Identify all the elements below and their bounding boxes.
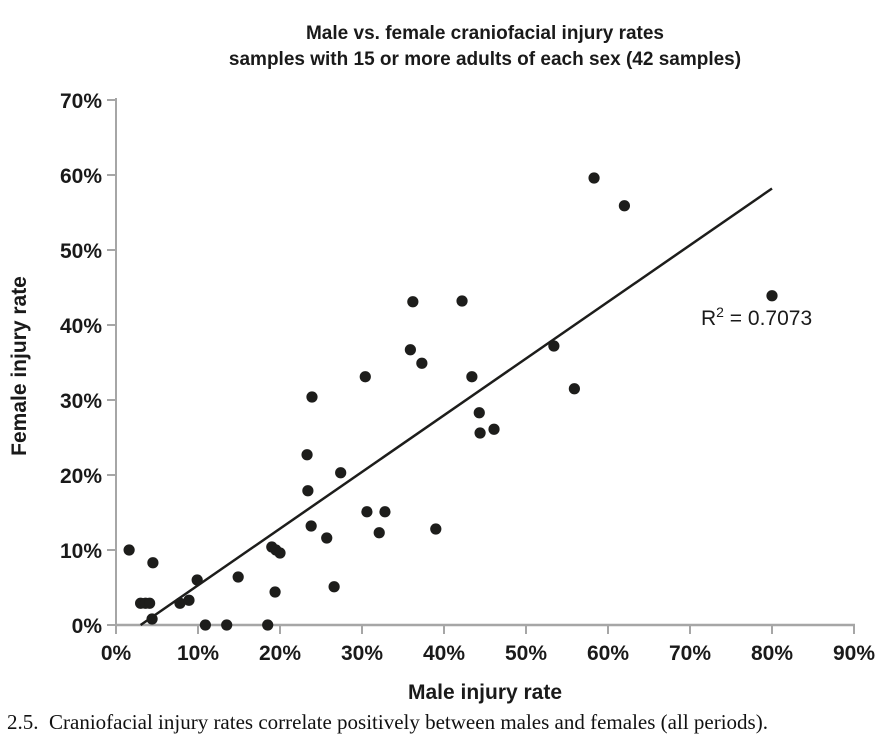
data-point xyxy=(146,613,158,625)
data-point xyxy=(191,574,203,586)
data-point xyxy=(183,594,195,606)
y-tick-label: 70% xyxy=(60,90,102,113)
data-point xyxy=(416,357,428,369)
data-point xyxy=(174,597,186,609)
data-point xyxy=(456,295,468,307)
y-tick-label: 20% xyxy=(60,465,102,488)
data-point xyxy=(473,407,485,419)
data-point xyxy=(361,506,373,518)
data-point xyxy=(430,523,442,535)
trend-line xyxy=(139,187,773,627)
data-point xyxy=(373,527,385,539)
data-point xyxy=(335,467,347,479)
data-point xyxy=(474,427,486,439)
x-tick-label: 70% xyxy=(669,642,711,665)
data-point xyxy=(305,520,317,532)
x-tick-label: 40% xyxy=(423,642,465,665)
data-point xyxy=(488,423,500,435)
data-point xyxy=(232,571,244,583)
data-point xyxy=(199,619,211,631)
y-tick-label: 0% xyxy=(72,615,103,638)
data-point xyxy=(147,557,159,569)
x-tick-label: 80% xyxy=(751,642,793,665)
data-point xyxy=(466,371,478,383)
data-point xyxy=(548,340,560,352)
x-tick-label: 20% xyxy=(259,642,301,665)
y-tick-label: 10% xyxy=(60,540,102,563)
data-point xyxy=(123,544,135,556)
data-point xyxy=(306,391,318,403)
y-axis-title: Female injury rate xyxy=(8,276,31,456)
data-point xyxy=(618,200,631,212)
x-tick-label: 30% xyxy=(341,642,383,665)
r-squared-value: = 0.7073 xyxy=(723,307,813,330)
chart-title-line2: samples with 15 or more adults of each s… xyxy=(228,49,742,70)
data-point xyxy=(588,172,600,184)
r-squared-annotation: R2 = 0.7073 xyxy=(701,304,812,331)
y-tick-label: 60% xyxy=(60,165,102,188)
chart-title: Male vs. female craniofacial injury rate… xyxy=(116,21,854,73)
data-point xyxy=(302,485,314,497)
y-tick-label: 50% xyxy=(60,240,102,263)
data-point xyxy=(321,532,333,544)
data-point xyxy=(379,506,391,518)
data-point xyxy=(407,296,419,308)
data-point xyxy=(568,383,580,395)
data-point xyxy=(328,581,340,593)
data-point xyxy=(766,290,778,302)
chart-title-line1: Male vs. female craniofacial injury rate… xyxy=(305,23,664,44)
x-tick-label: 60% xyxy=(587,642,629,665)
data-point xyxy=(221,619,233,631)
figure-caption: 2.5. Craniofacial injury rates correlate… xyxy=(7,710,768,734)
data-point xyxy=(359,371,371,383)
data-point xyxy=(269,586,281,598)
r-squared-sup: 2 xyxy=(716,304,724,320)
data-point xyxy=(144,597,156,609)
data-point xyxy=(404,344,416,356)
x-tick-label: 90% xyxy=(833,642,875,665)
data-point xyxy=(301,449,313,461)
x-tick-label: 10% xyxy=(177,642,219,665)
scatter-plot: 0% 10% 20% 30% 40% 50% 60% 70% 80% 90% 0% 10% 20% 30%… xyxy=(60,90,875,665)
x-axis-title: Male injury rate xyxy=(407,681,563,704)
x-tick-label: 0% xyxy=(101,642,132,665)
data-point xyxy=(274,547,286,559)
y-tick-label: 30% xyxy=(60,390,102,413)
y-tick-label: 40% xyxy=(60,315,102,338)
x-tick-label: 50% xyxy=(505,642,547,665)
r-squared-base: R xyxy=(701,307,717,330)
data-point xyxy=(262,619,274,631)
scatter-chart: Male vs. female craniofacial injury rate… xyxy=(8,21,875,704)
